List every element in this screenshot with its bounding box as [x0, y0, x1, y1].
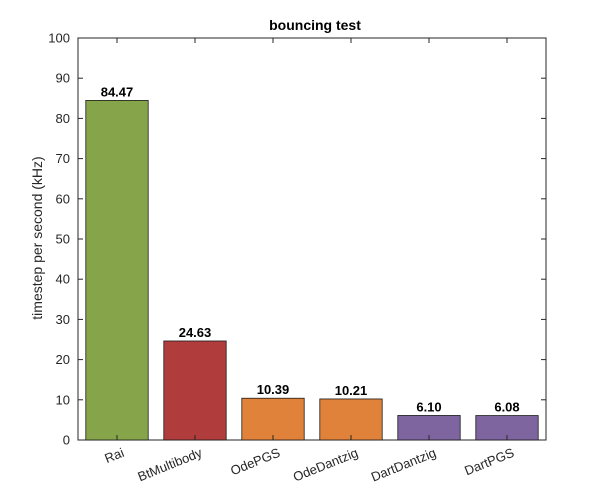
y-tick-label: 40: [56, 272, 70, 287]
bar-value-label: 84.47: [101, 84, 134, 99]
y-tick-label: 30: [56, 312, 70, 327]
y-tick-label: 50: [56, 232, 70, 247]
y-tick-label: 60: [56, 191, 70, 206]
y-tick-label: 20: [56, 352, 70, 367]
bar: [163, 340, 227, 441]
y-tick-label: 100: [48, 31, 70, 46]
x-tick-label: Rai: [102, 445, 126, 466]
bar: [319, 398, 383, 441]
bar: [241, 397, 305, 441]
bar: [85, 100, 149, 441]
y-tick-label: 0: [63, 433, 70, 448]
bar-value-label: 10.21: [335, 383, 368, 398]
x-tick-label: BtMultibody: [136, 445, 205, 485]
y-tick-label: 10: [56, 392, 70, 407]
chart-title: bouncing test: [269, 17, 361, 33]
plot-area: 0 10 20 30 40 50 60 70 80 90 100 84.47 Rai 24.63 BtMul…: [48, 31, 547, 485]
bar-value-label: 6.10: [416, 399, 441, 414]
y-tick-label: 70: [56, 151, 70, 166]
bar-value-label: 10.39: [257, 382, 290, 397]
y-tick-label: 80: [56, 111, 70, 126]
y-tick-label: 90: [56, 71, 70, 86]
x-tick-label: DartPGS: [462, 445, 516, 479]
x-tick-label: OdeDantzig: [291, 445, 360, 485]
bar-value-label: 24.63: [179, 325, 212, 340]
x-tick-label: DartDantzig: [369, 445, 438, 485]
x-tick-label: OdePGS: [228, 445, 282, 479]
y-axis-label: timestep per second (kHz): [29, 156, 45, 319]
bar-value-label: 6.08: [494, 400, 519, 415]
